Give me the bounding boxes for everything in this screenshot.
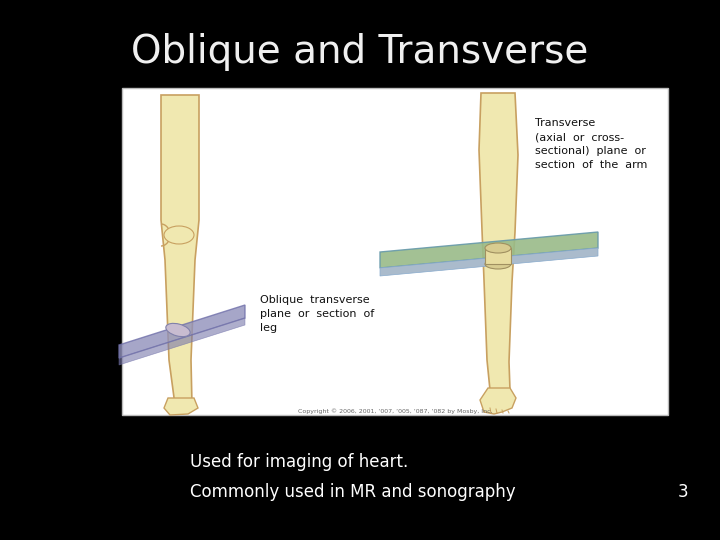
Polygon shape [380, 248, 598, 276]
Polygon shape [164, 398, 198, 415]
Text: Commonly used in MR and sonography: Commonly used in MR and sonography [190, 483, 516, 501]
Bar [122, 88, 668, 415]
Ellipse shape [485, 259, 511, 269]
Bar [485, 248, 511, 264]
Polygon shape [380, 232, 598, 268]
Polygon shape [480, 388, 516, 414]
Polygon shape [161, 95, 199, 405]
Text: Copyright © 2006, 2001, ‘007, ‘005, ‘087, ‘082 by Mosby, Inc.: Copyright © 2006, 2001, ‘007, ‘005, ‘087… [297, 408, 492, 414]
Ellipse shape [166, 323, 190, 336]
Polygon shape [479, 93, 518, 390]
Text: Oblique  transverse
plane  or  section  of
leg: Oblique transverse plane or section of l… [260, 295, 374, 333]
Ellipse shape [164, 226, 194, 244]
Polygon shape [119, 318, 245, 365]
Ellipse shape [485, 243, 511, 253]
Polygon shape [119, 305, 245, 358]
Text: Oblique and Transverse: Oblique and Transverse [131, 33, 589, 71]
Text: Used for imaging of heart.: Used for imaging of heart. [190, 453, 408, 471]
Text: Transverse
(axial  or  cross-
sectional)  plane  or
section  of  the  arm: Transverse (axial or cross- sectional) p… [535, 118, 647, 170]
Text: 3: 3 [678, 483, 688, 501]
